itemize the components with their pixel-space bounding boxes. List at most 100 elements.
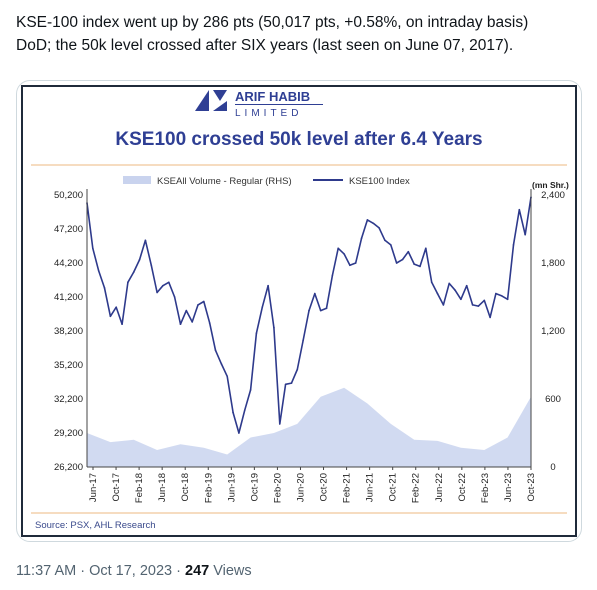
y2-tick-label: 1,800 [541, 258, 565, 269]
index-point [360, 237, 363, 239]
index-point [512, 244, 515, 246]
legend-swatch-volume [123, 176, 151, 184]
y2-tick-label: 2,400 [541, 190, 565, 201]
index-point [226, 375, 229, 378]
index-point [115, 306, 118, 308]
logo-mark-icon [213, 101, 227, 111]
tweet-text-line: KSE-100 index went up by 286 pts (50,017… [16, 14, 529, 31]
index-point [132, 271, 135, 273]
index-point [162, 284, 164, 287]
x-tick-label: Feb-19 [203, 473, 214, 503]
x-tick-label: Oct-21 [388, 473, 399, 502]
index-point [343, 253, 345, 255]
index-point [261, 306, 264, 308]
index-point [395, 262, 398, 264]
index-point [389, 244, 392, 246]
index-point [238, 432, 240, 434]
index-point [314, 292, 316, 295]
index-point [518, 208, 521, 211]
index-point [255, 332, 258, 335]
index-point [454, 289, 456, 291]
index-point [296, 368, 299, 371]
index-point [319, 309, 322, 312]
index-point [331, 274, 334, 277]
tweet-timestamp[interactable]: 11:37 AM · Oct 17, 2023 · [16, 563, 185, 579]
index-point [349, 264, 351, 267]
company-logo: ARIF HABIB LIMITED [195, 89, 323, 119]
index-point [401, 258, 404, 261]
y-tick-label: 29,200 [54, 428, 83, 439]
logo-mark-icon [213, 90, 227, 101]
index-point [97, 270, 100, 272]
index-point [203, 300, 205, 303]
index-point [284, 383, 287, 386]
chart-title: KSE100 crossed 50k level after 6.4 Years [115, 129, 482, 150]
y-tick-label: 44,200 [54, 258, 83, 269]
x-tick-label: Feb-20 [272, 473, 283, 503]
index-point [92, 247, 94, 250]
x-tick-label: Oct-22 [457, 473, 468, 502]
index-point [144, 239, 147, 242]
y-tick-label: 50,200 [54, 190, 83, 201]
index-point [506, 298, 509, 301]
index-point [471, 304, 474, 306]
index-point [442, 304, 445, 306]
index-point [489, 316, 491, 319]
index-point [243, 409, 246, 412]
index-point [465, 284, 468, 287]
index-series-line [86, 196, 532, 434]
index-point [127, 281, 129, 284]
y-tick-label: 47,200 [54, 224, 83, 235]
index-point [208, 322, 211, 324]
logo-rule [235, 104, 323, 105]
logo-mark-icon [195, 90, 209, 111]
x-tick-label: Oct-20 [319, 473, 330, 502]
y2-tick-label: 0 [550, 462, 555, 473]
index-point [477, 305, 480, 307]
index-point [273, 326, 275, 329]
index-point [179, 323, 182, 325]
index-point [425, 247, 427, 250]
x-tick-label: Oct-23 [526, 473, 537, 502]
y-tick-label: 41,200 [54, 292, 83, 303]
index-point [448, 282, 451, 285]
y-tick-label: 35,200 [54, 360, 83, 371]
chart-image: ARIF HABIB LIMITED KSE100 crossed 50k le… [21, 85, 577, 537]
y2-tick-label: 1,200 [541, 326, 565, 337]
legend-label: KSE100 Index [349, 176, 410, 187]
index-point [372, 222, 375, 225]
logo-line2: LIMITED [235, 108, 302, 119]
index-point [430, 281, 433, 284]
index-point [500, 295, 503, 297]
x-tick-label: Feb-22 [411, 473, 422, 503]
tweet-media[interactable]: ARIF HABIB LIMITED KSE100 crossed 50k le… [16, 80, 582, 542]
index-point [524, 233, 526, 236]
index-point [197, 304, 199, 306]
y-tick-label: 32,200 [54, 394, 83, 405]
index-point [308, 309, 310, 312]
tweet-text-line: DoD; the 50k level crossed after SIX yea… [16, 37, 514, 54]
index-point [267, 284, 269, 287]
logo-line1: ARIF HABIB [235, 89, 310, 104]
index-point [156, 291, 158, 294]
index-point [366, 219, 369, 221]
index-point [378, 227, 380, 229]
index-point [214, 349, 217, 352]
x-tick-label: Jun-22 [434, 473, 445, 502]
tweet-meta: 11:37 AM · Oct 17, 2023 · 247 Views [16, 563, 252, 579]
y2-unit-label: (mn Shr.) [532, 180, 569, 190]
index-point [138, 258, 141, 261]
x-tick-label: Jun-19 [226, 473, 237, 502]
x-tick-label: Oct-18 [180, 473, 191, 502]
x-tick-label: Jun-21 [365, 473, 376, 502]
index-point [121, 323, 123, 325]
index-point [419, 265, 421, 268]
index-point [290, 382, 293, 384]
index-point [460, 298, 462, 301]
views-count: 247 [185, 563, 210, 579]
volume-area [87, 387, 531, 467]
index-point [436, 292, 439, 295]
index-point [278, 423, 281, 425]
views-label: Views [209, 563, 252, 579]
plot-area [86, 196, 532, 467]
